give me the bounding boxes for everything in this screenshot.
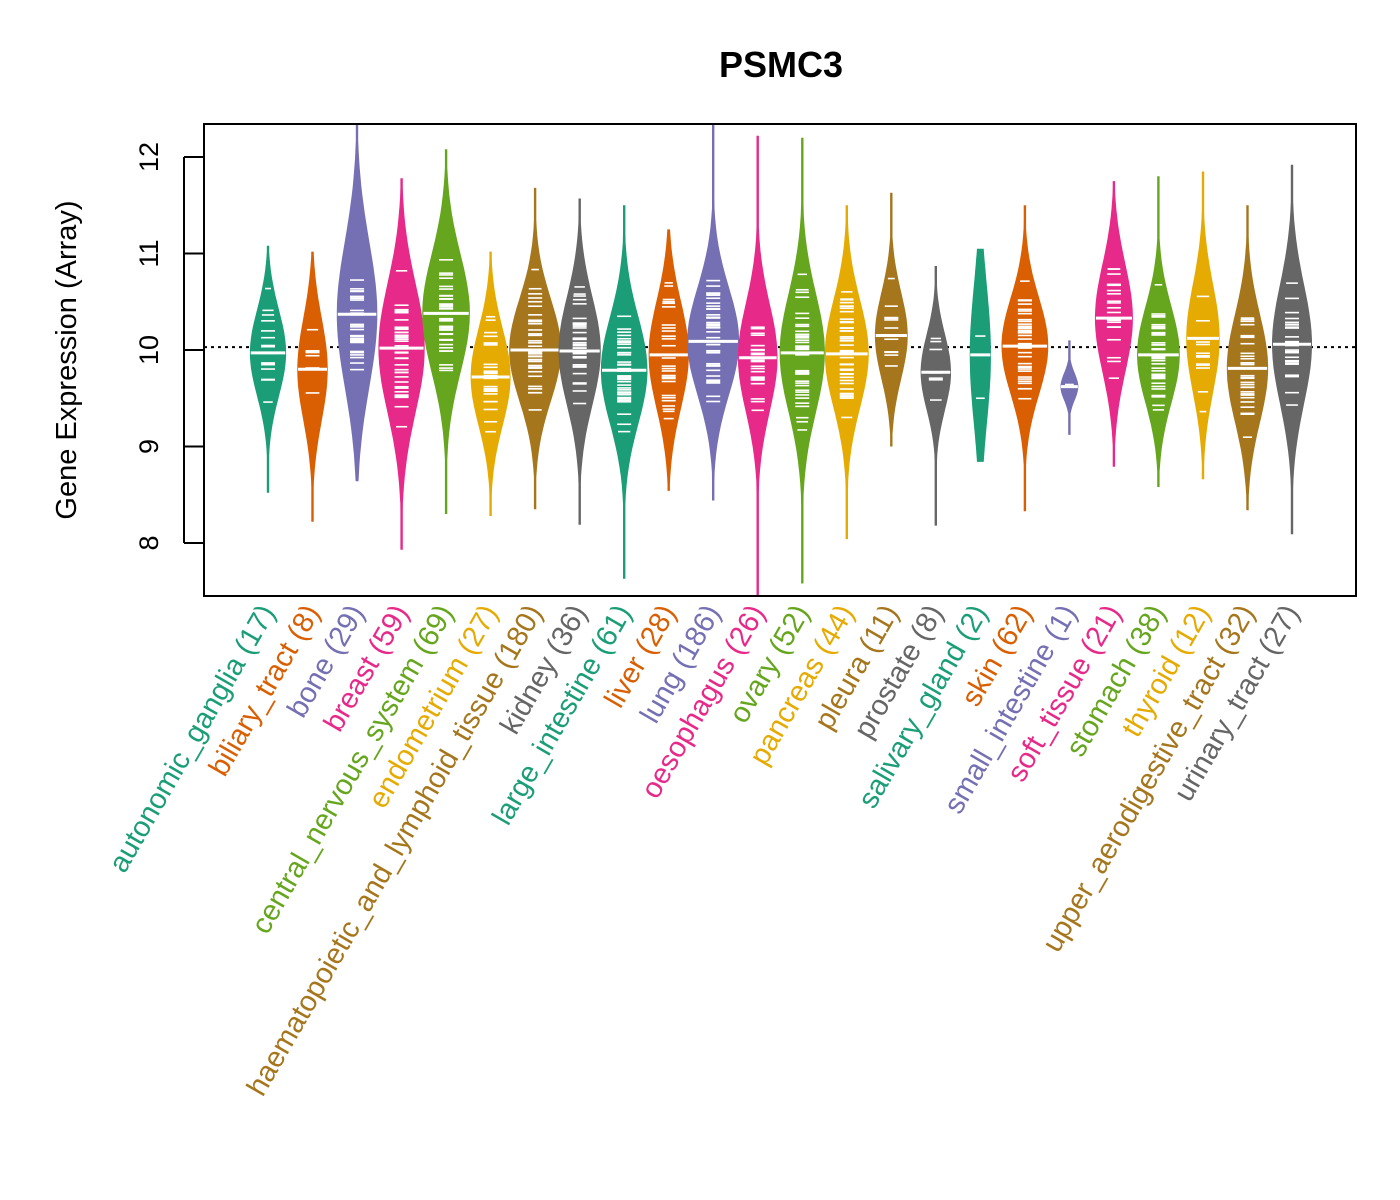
violin-body <box>422 149 470 515</box>
y-tick-label: 10 <box>134 335 164 365</box>
violin-small-intestine <box>1060 340 1079 435</box>
violin-body <box>920 266 951 526</box>
violin-body <box>648 229 689 491</box>
violin-body <box>1226 205 1269 511</box>
violin-stomach <box>1137 176 1180 488</box>
violin-pleura <box>874 192 908 447</box>
violin-body <box>558 198 601 525</box>
plot-frame <box>203 123 1357 597</box>
violin-urinary-tract <box>1272 164 1312 535</box>
violins <box>249 123 1312 597</box>
violin-kidney <box>558 198 601 525</box>
violin-ovary <box>779 137 825 584</box>
x-axis-labels: autonomic_ganglia (17)biliary_tract (8)b… <box>103 600 1306 1102</box>
violin-large-intestine <box>600 205 648 579</box>
y-axis: 8 9 10 11 12 <box>134 142 204 551</box>
violin-bone <box>336 123 378 482</box>
violin-endometrium <box>470 251 511 516</box>
violin-pancreas <box>824 205 869 540</box>
violin-skin <box>1001 205 1049 512</box>
violin-body <box>1001 205 1049 512</box>
y-tick-label: 11 <box>134 239 164 267</box>
y-axis-label: Gene Expression (Array) <box>51 200 83 519</box>
violin-upper-aerodigestive-tract <box>1226 205 1269 511</box>
violin-prostate <box>920 266 951 526</box>
chart-title: PSMC3 <box>719 44 843 85</box>
violin-body <box>824 205 869 540</box>
violin-oesophagus <box>737 135 778 597</box>
y-tick-label: 9 <box>134 439 164 454</box>
violin-autonomic-ganglia <box>249 245 287 493</box>
violin-body <box>1186 171 1220 480</box>
violin-salivary-gland <box>969 248 991 462</box>
y-tick-label: 8 <box>134 535 164 550</box>
violin-body <box>378 178 425 550</box>
violin-body <box>1094 181 1133 467</box>
violin-body <box>470 251 511 516</box>
violin-haematopoietic-and-lymphoid-tissue <box>509 187 562 510</box>
violin-thyroid <box>1186 171 1220 480</box>
violin-central-nervous-system <box>422 149 470 515</box>
violin-biliary-tract <box>297 251 328 522</box>
violin-soft-tissue <box>1094 181 1133 467</box>
violin-body <box>297 251 328 522</box>
violin-body <box>779 137 825 584</box>
category-count: (27) <box>1249 600 1307 668</box>
y-tick-label: 12 <box>134 142 164 172</box>
violin-lung <box>687 123 740 501</box>
violin-body <box>336 123 378 482</box>
violin-body <box>1137 176 1180 488</box>
violin-body <box>687 123 740 501</box>
violin-liver <box>648 229 689 491</box>
violin-breast <box>378 178 425 550</box>
